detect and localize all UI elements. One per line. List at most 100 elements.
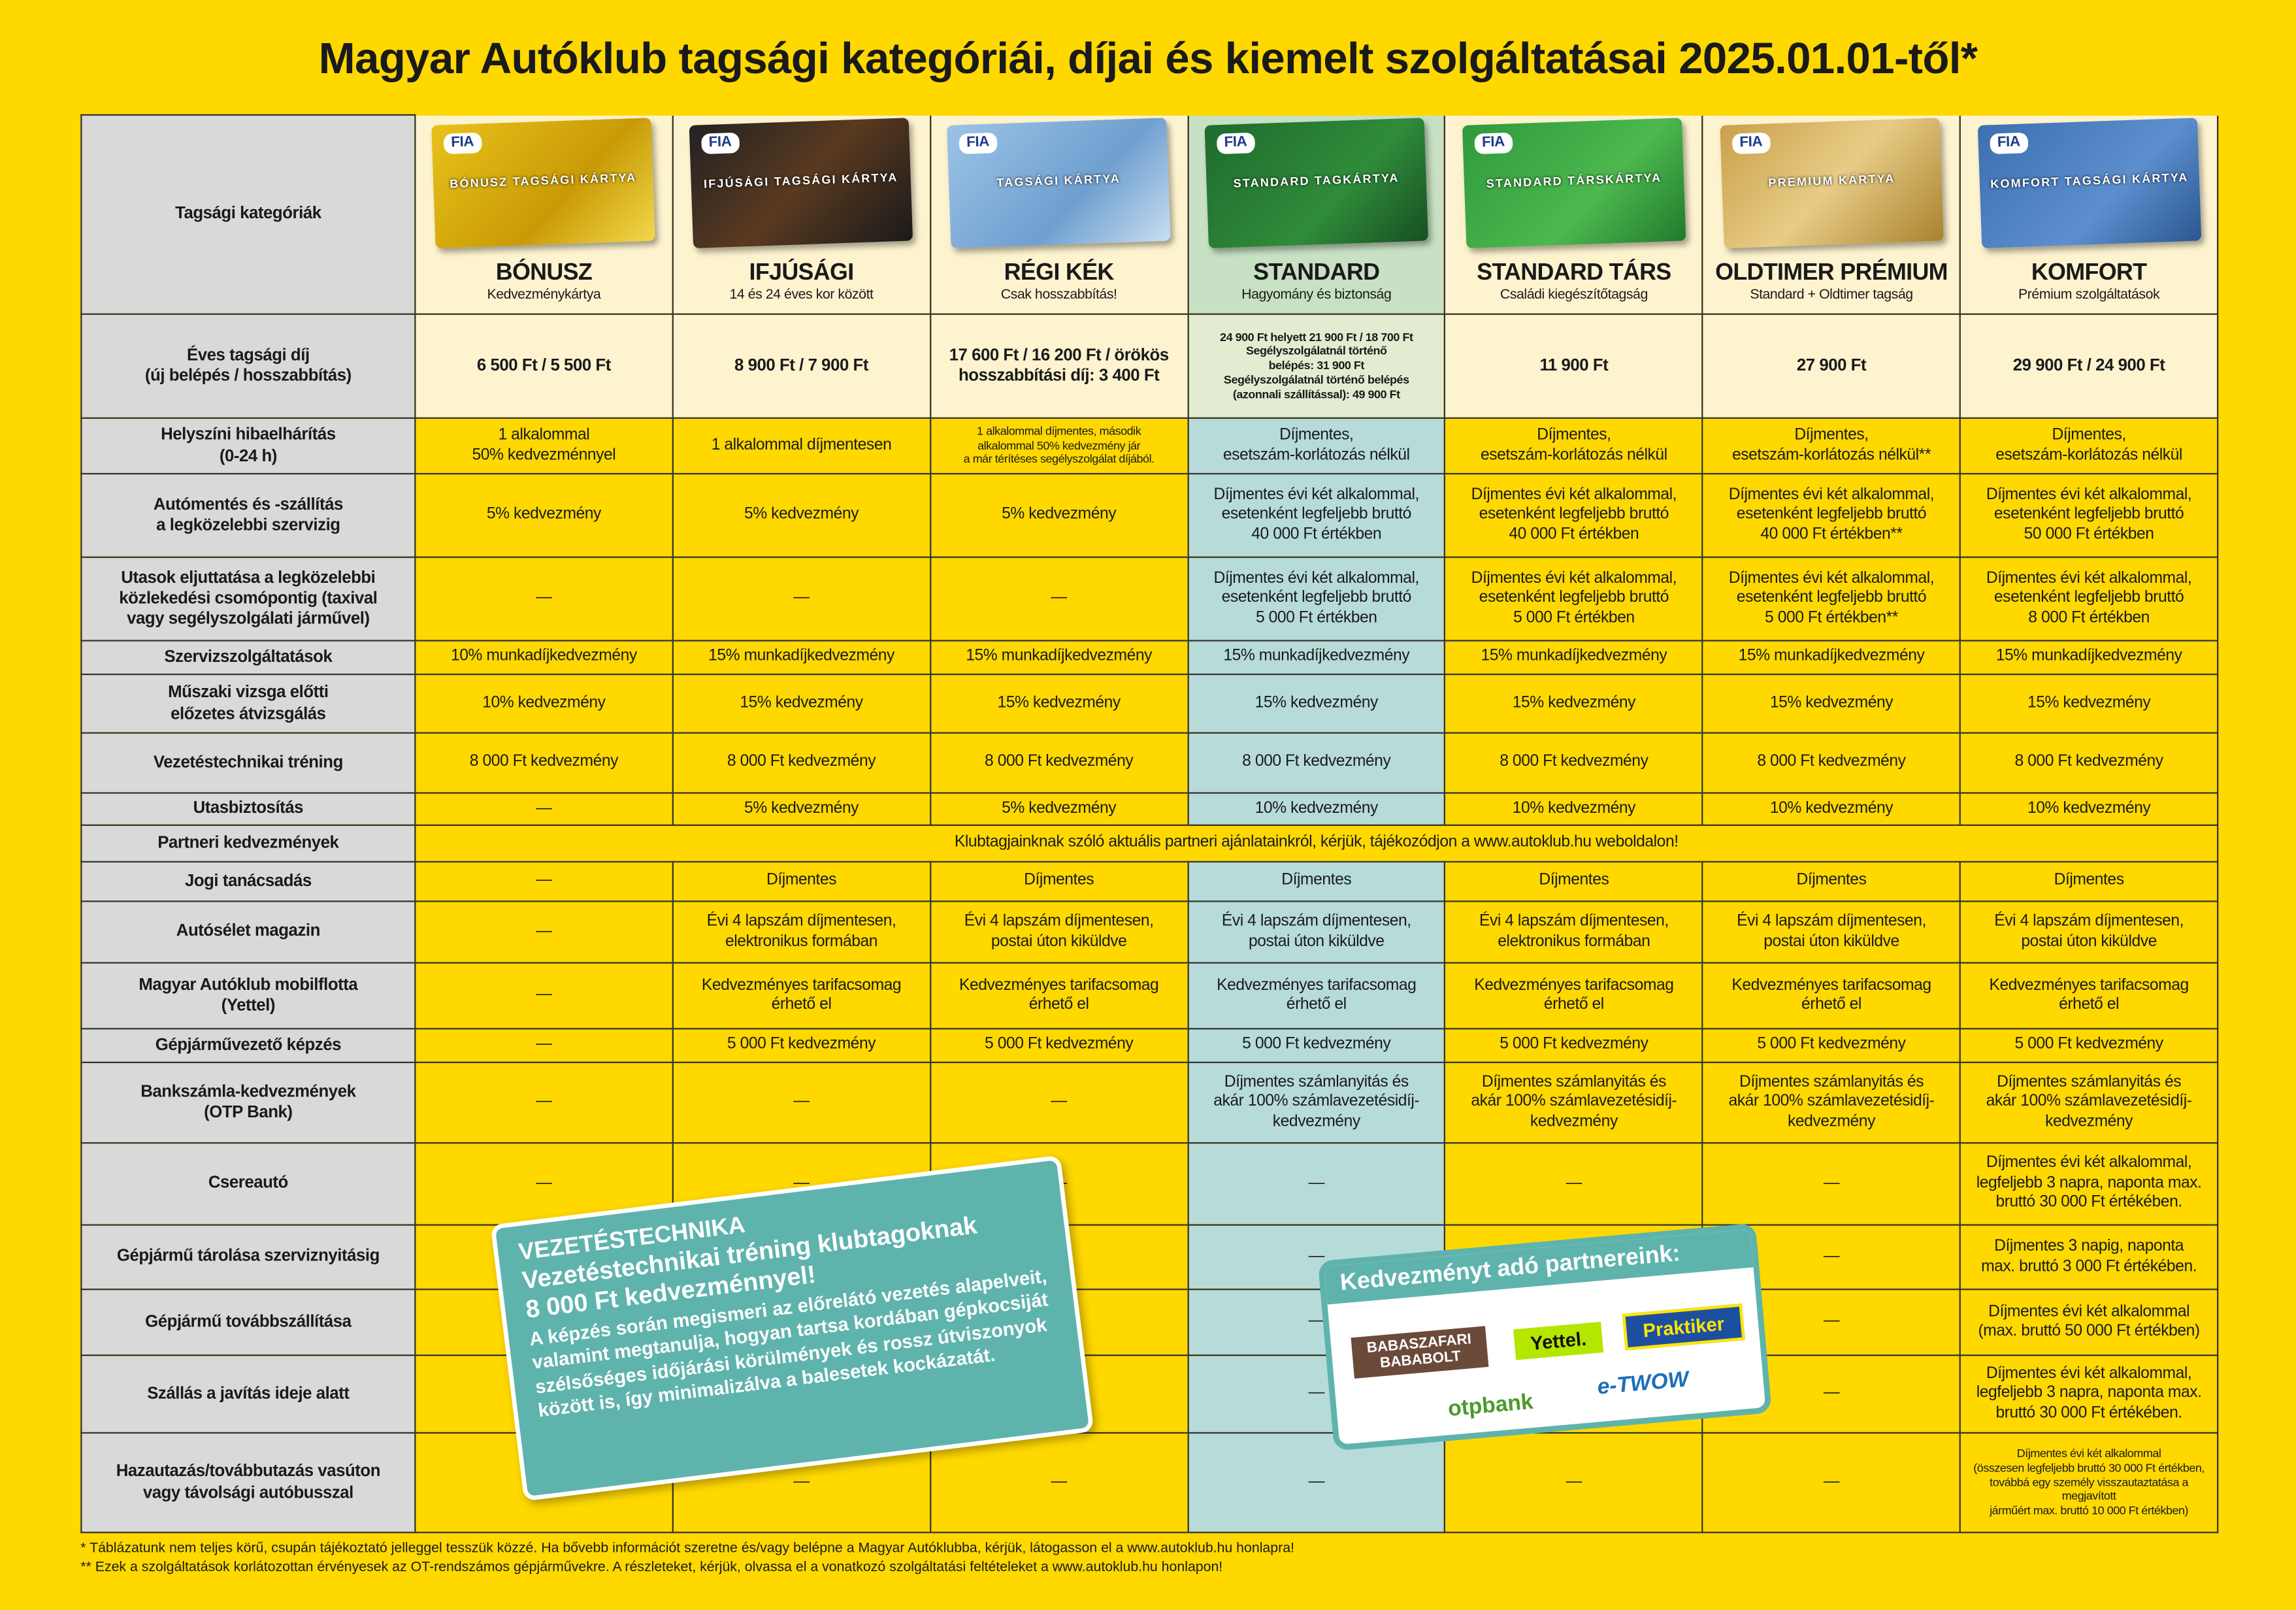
header-row: Tagsági kategóriák FIA BÓNUSZ TAGSÁGI KÁRT… [80, 114, 2219, 315]
membership-card: FIA STANDARD TAGKÁRTYA [1204, 117, 1429, 248]
cell: 10% kedvezmény [1701, 792, 1961, 826]
cell: Kedvezményes tarifacsomag érhető el [1187, 962, 1446, 1030]
membership-card: FIA BÓNUSZ TAGSÁGI KÁRTYA [432, 117, 656, 248]
cell: — [414, 1142, 674, 1226]
category-subtitle: 14 és 24 éves kor között [729, 288, 874, 304]
row-label: Bankszámla-kedvezmények (OTP Bank) [80, 1061, 416, 1144]
category-cell: FIA STANDARD TÁRSKÁRTYA STANDARD TÁRS Csalá… [1444, 114, 1704, 315]
cell: 5% kedvezmény [672, 472, 931, 558]
membership-card: FIA IFJÚSÁGI TAGSÁGI KÁRTYA [689, 117, 913, 248]
table-row: Gépjármű tárolása szerviznyitásig——————D… [80, 1224, 2219, 1290]
table-row: Autósélet magazin — Évi 4 lapszám díjmente… [80, 900, 2219, 964]
cell: Díjmentes évi két alkalommal, esetenként… [1444, 472, 1704, 558]
fee-cell: 17 600 Ft / 16 200 Ft / örökös hosszabbí… [929, 313, 1189, 419]
cell: 10% kedvezmény [1187, 792, 1446, 826]
cell: Díjmentes [672, 861, 931, 902]
card-text: PREMIUM KÁRTYA [1767, 172, 1895, 190]
cell: Díjmentes évi két alkalommal, esetenként… [1701, 472, 1961, 558]
table-row: Helyszíni hibaelhárítás (0-24 h) 1 alkalo… [80, 417, 2219, 475]
cell: Kedvezményes tarifacsomag érhető el [672, 962, 931, 1030]
footnote: * Táblázatunk nem teljes körű, csupán tá… [80, 1540, 1294, 1557]
table-row: Utasok eljuttatása a legközelebbi közlek… [80, 556, 2219, 642]
cell: Díjmentes évi két alkalommal, esetenként… [1959, 556, 2219, 642]
cell: 8 000 Ft kedvezmény [672, 732, 931, 794]
row-label: Jogi tanácsadás [80, 861, 416, 902]
cell: — [414, 861, 674, 902]
cell: 10% kedvezmény [414, 673, 674, 734]
cell: 15% munkadíjkedvezmény [1187, 640, 1446, 676]
row-label: Autómentés és -szállítás a legközelebbi … [80, 472, 416, 558]
row-label: Szervizszolgáltatások [80, 640, 416, 676]
cell: Díjmentes, esetszám-korlátozás nélkül [1187, 417, 1446, 475]
category-subtitle: Standard + Oldtimer tagság [1750, 288, 1913, 304]
cell: 8 000 Ft kedvezmény [1959, 732, 2219, 794]
cell: Díjmentes, esetszám-korlátozás nélkül [1959, 417, 2219, 475]
table-row: Szervizszolgáltatások 10% munkadíjkedvezm… [80, 640, 2219, 676]
row-label: Magyar Autóklub mobilflotta (Yettel) [80, 962, 416, 1030]
table-row: Gépjárművezető képzés —5 000 Ft kedvezmén… [80, 1028, 2219, 1064]
fee-cell: 6 500 Ft / 5 500 Ft [414, 313, 674, 419]
cell: 15% munkadíjkedvezmény [1959, 640, 2219, 676]
category-cell: FIA STANDARD TAGKÁRTYA STANDARD Hagyomány é… [1187, 114, 1446, 315]
cell: Évi 4 lapszám díjmentesen, postai úton k… [929, 900, 1189, 964]
cell: Kedvezményes tarifacsomag érhető el [929, 962, 1189, 1030]
partners-box: Kedvezményt adó partnereink: BABASZAFARI… [1317, 1223, 1772, 1451]
cell: 5 000 Ft kedvezmény [1959, 1028, 2219, 1064]
cell: 1 alkalommal 50% kedvezménnyel [414, 417, 674, 475]
cell: Díjmentes, esetszám-korlátozás nélkül [1444, 417, 1704, 475]
cell: — [672, 556, 931, 642]
cell: Évi 4 lapszám díjmentesen, postai úton k… [1187, 900, 1446, 964]
table-row: Csereautó——————Díjmentes évi két alkalom… [80, 1142, 2219, 1226]
category-cell: FIA TAGSÁGI KÁRTYA RÉGI KÉK Csak hosszabbít… [929, 114, 1189, 315]
cell: 5% kedvezmény [672, 792, 931, 826]
table-row: Hazautazás/továbbutazás vasúton vagy táv… [80, 1432, 2219, 1534]
cell: Kedvezményes tarifacsomag érhető el [1701, 962, 1961, 1030]
cell: 5 000 Ft kedvezmény [929, 1028, 1189, 1064]
card-text: BÓNUSZ TAGSÁGI KÁRTYA [450, 171, 638, 191]
partner-logo: otpbank [1447, 1389, 1535, 1422]
category-cell: FIA PREMIUM KÁRTYA OLDTIMER PRÉMIUM Standar… [1701, 114, 1961, 315]
card-logo: FIA [959, 132, 998, 155]
row-label: Gépjármű tárolása szerviznyitásig [80, 1224, 416, 1290]
card-text: STANDARD TAGKÁRTYA [1233, 171, 1400, 191]
category-subtitle: Csak hosszabbítás! [1000, 288, 1117, 304]
cell: — [1444, 1142, 1704, 1226]
category-name: STANDARD [1253, 260, 1380, 286]
cell: — [414, 962, 674, 1030]
cell: 8 000 Ft kedvezmény [1701, 732, 1961, 794]
cell: 8 000 Ft kedvezmény [929, 732, 1189, 794]
cell: — [929, 1432, 1189, 1534]
cell: Díjmentes számlanyitás és akár 100% szám… [1187, 1061, 1446, 1144]
row-label: Helyszíni hibaelhárítás (0-24 h) [80, 417, 416, 475]
cell: — [414, 792, 674, 826]
cell: Kedvezményes tarifacsomag érhető el [1959, 962, 2219, 1030]
cell: 10% munkadíjkedvezmény [414, 640, 674, 676]
cell: Díjmentes számlanyitás és akár 100% szám… [1701, 1061, 1961, 1144]
cell: Díjmentes évi két alkalommal, esetenként… [1187, 556, 1446, 642]
cell: 15% munkadíjkedvezmény [1701, 640, 1961, 676]
cell: Díjmentes [1701, 861, 1961, 902]
cell: Évi 4 lapszám díjmentesen, postai úton k… [1701, 900, 1961, 964]
card-logo: FIA [1989, 132, 2027, 155]
category-subtitle: Hagyomány és biztonság [1241, 288, 1392, 304]
cell: 15% kedvezmény [1187, 673, 1446, 734]
card-logo: FIA [1216, 132, 1255, 155]
membership-card: FIA STANDARD TÁRSKÁRTYA [1462, 117, 1686, 248]
category-name: OLDTIMER PRÉMIUM [1715, 260, 1948, 286]
cell: Díjmentes évi két alkalommal, esetenként… [1959, 472, 2219, 558]
cell: 5% kedvezmény [929, 472, 1189, 558]
cell: 1 alkalommal díjmentesen [672, 417, 931, 475]
footnote: ** Ezek a szolgáltatások korlátozottan é… [80, 1559, 1223, 1576]
cell: 15% kedvezmény [672, 673, 931, 734]
card-text: IFJÚSÁGI TAGSÁGI KÁRTYA [704, 171, 899, 191]
card-text: STANDARD TÁRSKÁRTYA [1486, 171, 1662, 191]
category-cell: FIA BÓNUSZ TAGSÁGI KÁRTYA BÓNUSZ Kedvezmény… [414, 114, 674, 315]
cell: — [1444, 1432, 1704, 1534]
cell: 5 000 Ft kedvezmény [1187, 1028, 1446, 1064]
cell: 1 alkalommal díjmentes, második alkalomm… [929, 417, 1189, 475]
cell: 8 000 Ft kedvezmény [1444, 732, 1704, 794]
card-logo: FIA [1731, 132, 1770, 155]
cell: 8 000 Ft kedvezmény [414, 732, 674, 794]
